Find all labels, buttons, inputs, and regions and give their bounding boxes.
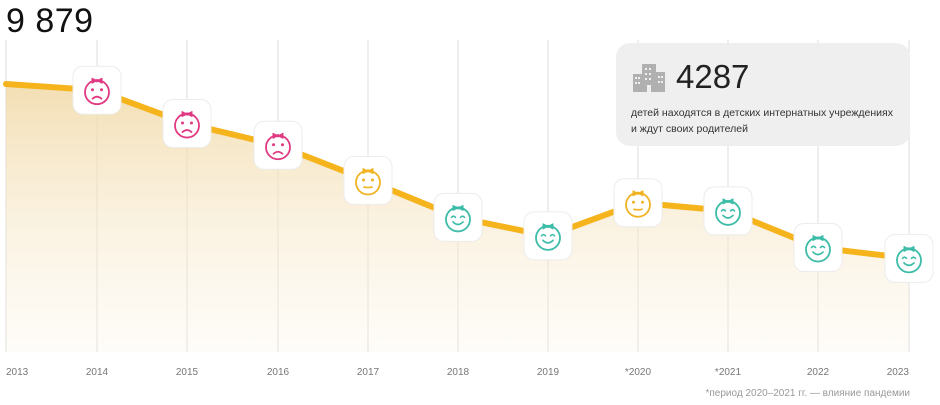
x-tick-label-3: 2016	[267, 367, 290, 378]
data-point-2014	[72, 65, 122, 115]
data-point-2022	[793, 223, 843, 273]
data-point-2018	[433, 192, 483, 242]
x-tick-label-4: 2017	[357, 367, 380, 378]
x-tick-label-1: 2014	[86, 367, 109, 378]
data-point-2023	[884, 233, 934, 283]
x-tick-label-10: 2023	[887, 367, 910, 378]
data-point-2021	[703, 186, 753, 236]
x-tick-label-6: 2019	[537, 367, 560, 378]
x-tick-label-9: 2022	[807, 367, 830, 378]
callout-card: 4287 детей находятся в детских интернатн…	[616, 43, 910, 146]
callout-text: детей находятся в детских интернатных уч…	[631, 107, 893, 135]
x-tick-label-7: *2020	[625, 367, 652, 378]
building-icon	[633, 64, 665, 92]
x-tick-label-2: 2015	[176, 367, 199, 378]
callout-value: 4287	[676, 58, 750, 95]
x-tick-label-8: *2021	[715, 367, 742, 378]
data-point-2015	[162, 99, 212, 149]
data-point-2016	[253, 120, 303, 170]
x-tick-label-0: 2013	[6, 367, 29, 378]
headline-value: 9 879	[6, 2, 94, 40]
data-point-2019	[523, 211, 573, 261]
footnote: *период 2020–2021 гг. — влияние пандемии	[705, 388, 910, 399]
data-point-2017	[343, 156, 393, 206]
data-point-2020	[613, 178, 663, 228]
x-tick-label-5: 2018	[447, 367, 470, 378]
